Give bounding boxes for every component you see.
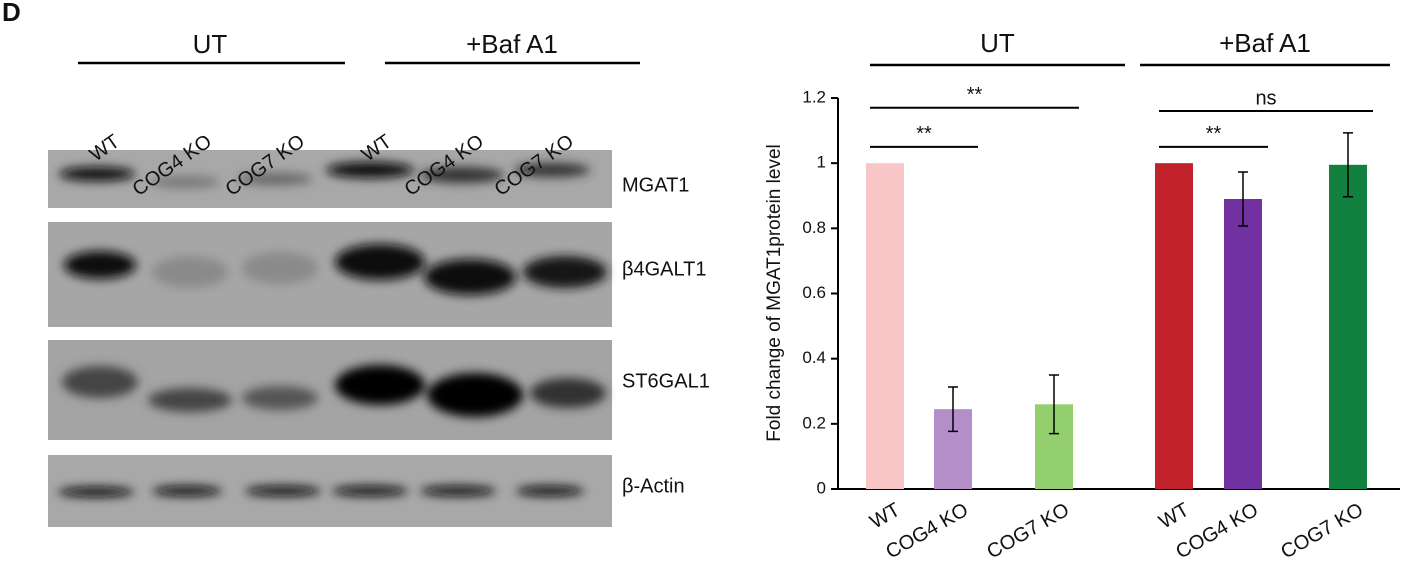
western-blot: UT +Baf A1 MGAT1 β4GALT1 ST6GAL1 β-Actin [48,29,710,527]
bar [1329,164,1367,489]
blot-strip [48,150,612,208]
group-label: UT [193,29,228,59]
y-tick-label: 0.8 [802,218,826,237]
y-tick-label: 0.2 [802,413,826,432]
group-label: +Baf A1 [1219,28,1311,58]
error-bar [1049,374,1059,435]
x-tick-label: COG7 KO [1277,499,1367,564]
significance-label: ** [967,84,983,106]
y-tick-label: 1 [817,153,826,172]
error-bar [1343,132,1353,198]
bar [1155,163,1193,489]
significance-label: ** [916,123,932,145]
x-tick-label: WT [866,499,904,534]
blot-strip [48,222,612,327]
band-label: β4GALT1 [622,258,707,280]
bar-chart: 0 0.2 0.4 0.6 0.8 1 1.2 Fold change of MGAT1pro… [764,28,1400,564]
y-tick-label: 0 [817,478,826,497]
group-label: UT [980,28,1015,58]
band-label: β-Actin [622,475,685,497]
bar [866,163,904,489]
x-tick-label: WT [1155,499,1193,534]
y-tick-label: 0.6 [802,283,826,302]
group-label: +Baf A1 [466,29,558,59]
band-label: ST6GAL1 [622,370,710,392]
bar [1224,199,1262,489]
bands [58,162,607,497]
x-tick-label: COG7 KO [983,499,1073,564]
y-axis-label: Fold change of MGAT1protein level [764,144,785,441]
band-label: MGAT1 [622,174,689,196]
y-tick-label: 1.2 [802,87,826,106]
y-tick-label: 0.4 [802,348,826,367]
significance-label: ns [1255,87,1276,109]
panel-label: D [2,0,21,27]
significance-label: ** [1206,123,1222,145]
error-bar [948,386,958,433]
error-bar [1238,171,1248,227]
